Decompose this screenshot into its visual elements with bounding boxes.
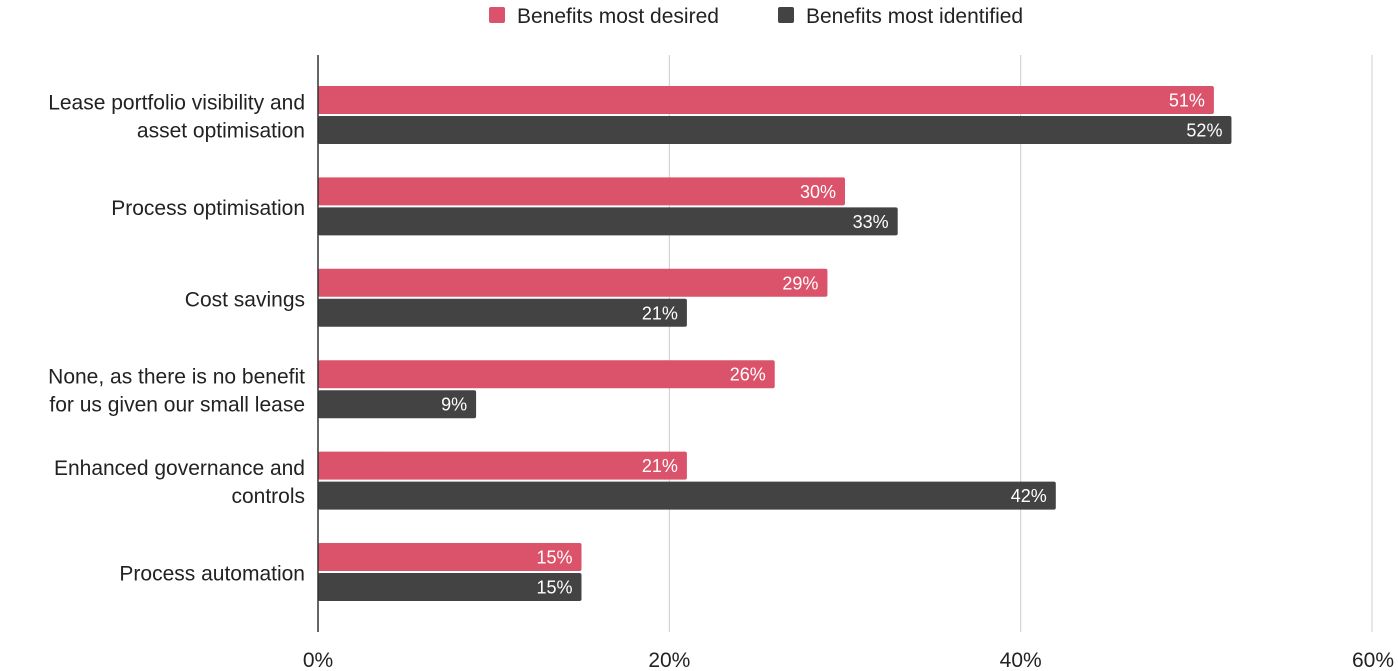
- bar: [318, 543, 582, 571]
- category-label: Cost savings: [185, 288, 305, 311]
- data-label: 21%: [642, 303, 678, 323]
- bar: [318, 86, 1214, 114]
- data-label: 33%: [853, 212, 889, 232]
- category-label: for us given our small lease: [49, 394, 305, 417]
- category-label: controls: [231, 485, 305, 508]
- bars: 51% 30% 29% 26% 21% 15% 52% 33% 21% 9% 42% 15%: [318, 86, 1232, 601]
- category-label: Process optimisation: [111, 197, 305, 220]
- legend-swatch: [778, 7, 794, 23]
- data-label: 29%: [782, 273, 818, 293]
- data-label: 26%: [730, 365, 766, 385]
- legend-label: Benefits most identified: [806, 5, 1023, 28]
- data-label: 52%: [1186, 121, 1222, 141]
- x-tick-label: 60%: [1352, 649, 1394, 671]
- data-label: 51%: [1169, 91, 1205, 111]
- category-label: Process automation: [119, 563, 305, 586]
- legend-swatch: [489, 7, 505, 23]
- gridlines: [668, 55, 1373, 632]
- category-labels: Lease portfolio visibility and asset opti…: [48, 92, 305, 586]
- bar: [318, 298, 687, 327]
- bar: [318, 207, 898, 236]
- data-label: 21%: [642, 456, 678, 476]
- data-label: 42%: [1011, 486, 1047, 506]
- legend-label: Benefits most desired: [517, 5, 719, 28]
- bar: [318, 573, 582, 601]
- bar: [318, 390, 477, 419]
- category-label: None, as there is no benefit: [48, 366, 305, 389]
- x-tick-labels: 0% 20% 40% 60%: [303, 649, 1394, 671]
- bar: [318, 360, 775, 389]
- category-label: Lease portfolio visibility and: [48, 92, 305, 115]
- x-tick-label: 40%: [1000, 649, 1042, 671]
- x-tick-label: 20%: [648, 649, 690, 671]
- category-label: Enhanced governance and: [54, 457, 305, 480]
- legend: Benefits most desired Benefits most ident…: [489, 5, 1023, 28]
- data-label: 15%: [536, 578, 572, 598]
- category-label: asset optimisation: [137, 120, 305, 143]
- bar: [318, 116, 1232, 144]
- x-tick-label: 0%: [303, 649, 333, 671]
- bar: [318, 451, 687, 480]
- bar: [318, 177, 845, 206]
- bar: [318, 481, 1056, 510]
- data-label: 30%: [800, 182, 836, 202]
- data-label: 15%: [536, 548, 572, 568]
- data-label: 9%: [441, 395, 467, 415]
- bar: [318, 268, 828, 297]
